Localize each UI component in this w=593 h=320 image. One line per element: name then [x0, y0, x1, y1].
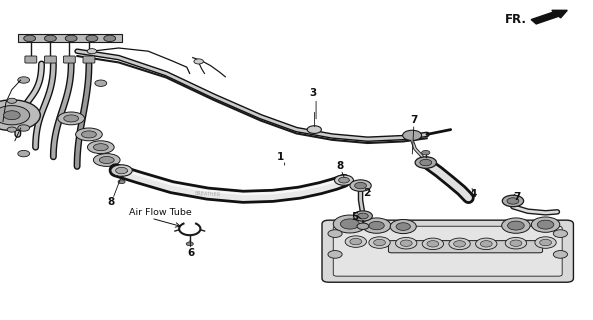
Circle shape [87, 49, 97, 54]
Circle shape [0, 100, 40, 131]
Ellipse shape [94, 144, 108, 151]
FancyBboxPatch shape [83, 56, 95, 63]
FancyBboxPatch shape [44, 56, 56, 63]
Circle shape [476, 238, 497, 250]
Text: Air Flow Tube: Air Flow Tube [129, 208, 192, 217]
Circle shape [553, 230, 568, 237]
Circle shape [353, 211, 372, 221]
Ellipse shape [88, 141, 114, 154]
Circle shape [65, 35, 77, 42]
Circle shape [307, 126, 321, 133]
FancyBboxPatch shape [322, 220, 573, 282]
Circle shape [7, 127, 17, 132]
Circle shape [480, 241, 492, 247]
Circle shape [396, 237, 417, 249]
Text: BREATHER: BREATHER [195, 191, 221, 197]
Circle shape [18, 77, 30, 83]
Text: 6: 6 [187, 248, 195, 259]
Circle shape [111, 165, 132, 176]
Circle shape [333, 215, 366, 233]
Circle shape [345, 236, 366, 247]
Circle shape [4, 111, 20, 120]
Circle shape [358, 213, 368, 219]
Circle shape [422, 150, 430, 155]
Text: 3: 3 [310, 88, 317, 98]
Circle shape [350, 180, 371, 191]
FancyBboxPatch shape [63, 56, 75, 63]
Circle shape [502, 218, 530, 233]
Circle shape [449, 238, 470, 250]
Circle shape [350, 238, 362, 245]
Circle shape [18, 150, 30, 157]
Ellipse shape [82, 131, 96, 138]
Circle shape [340, 219, 359, 229]
Circle shape [0, 106, 30, 125]
Text: 1: 1 [277, 152, 284, 163]
Circle shape [116, 167, 127, 174]
Circle shape [186, 242, 193, 246]
Circle shape [334, 175, 353, 185]
FancyBboxPatch shape [25, 56, 37, 63]
Ellipse shape [58, 112, 84, 125]
Ellipse shape [63, 115, 78, 122]
FancyBboxPatch shape [333, 226, 562, 276]
Text: 8: 8 [336, 161, 343, 172]
Ellipse shape [93, 154, 120, 166]
Circle shape [507, 198, 519, 204]
Text: FR.: FR. [505, 13, 527, 26]
FancyArrow shape [531, 10, 568, 24]
Circle shape [427, 241, 439, 247]
Text: 8: 8 [108, 196, 115, 207]
Circle shape [362, 218, 391, 233]
Circle shape [328, 230, 342, 237]
Circle shape [396, 223, 410, 230]
Circle shape [535, 237, 556, 248]
Circle shape [390, 220, 416, 234]
Text: 7: 7 [514, 192, 521, 202]
Circle shape [104, 35, 116, 42]
Circle shape [95, 80, 107, 86]
Circle shape [537, 220, 554, 229]
Ellipse shape [76, 128, 102, 141]
Circle shape [420, 159, 432, 166]
Circle shape [369, 221, 384, 230]
Ellipse shape [99, 156, 114, 164]
Circle shape [454, 241, 466, 247]
Circle shape [44, 35, 56, 42]
Circle shape [339, 177, 349, 183]
Circle shape [403, 130, 422, 140]
Circle shape [194, 59, 203, 64]
Circle shape [357, 223, 369, 229]
FancyBboxPatch shape [388, 241, 543, 253]
Circle shape [505, 237, 527, 249]
Circle shape [118, 180, 125, 184]
Text: 7: 7 [410, 115, 417, 125]
FancyBboxPatch shape [18, 34, 122, 42]
Circle shape [7, 98, 17, 103]
Circle shape [328, 251, 342, 258]
Circle shape [24, 35, 36, 42]
Circle shape [415, 157, 436, 168]
Circle shape [355, 182, 366, 189]
Circle shape [508, 221, 524, 230]
Circle shape [369, 237, 390, 248]
Circle shape [531, 217, 560, 232]
Circle shape [86, 35, 98, 42]
Circle shape [18, 125, 30, 131]
Text: 4: 4 [470, 188, 477, 199]
Circle shape [400, 240, 412, 246]
Circle shape [510, 240, 522, 246]
Circle shape [502, 195, 524, 207]
Circle shape [540, 239, 551, 246]
Text: 2: 2 [363, 188, 370, 198]
Circle shape [374, 239, 385, 246]
Circle shape [553, 251, 568, 258]
Text: 5: 5 [351, 212, 358, 222]
Circle shape [422, 238, 444, 250]
